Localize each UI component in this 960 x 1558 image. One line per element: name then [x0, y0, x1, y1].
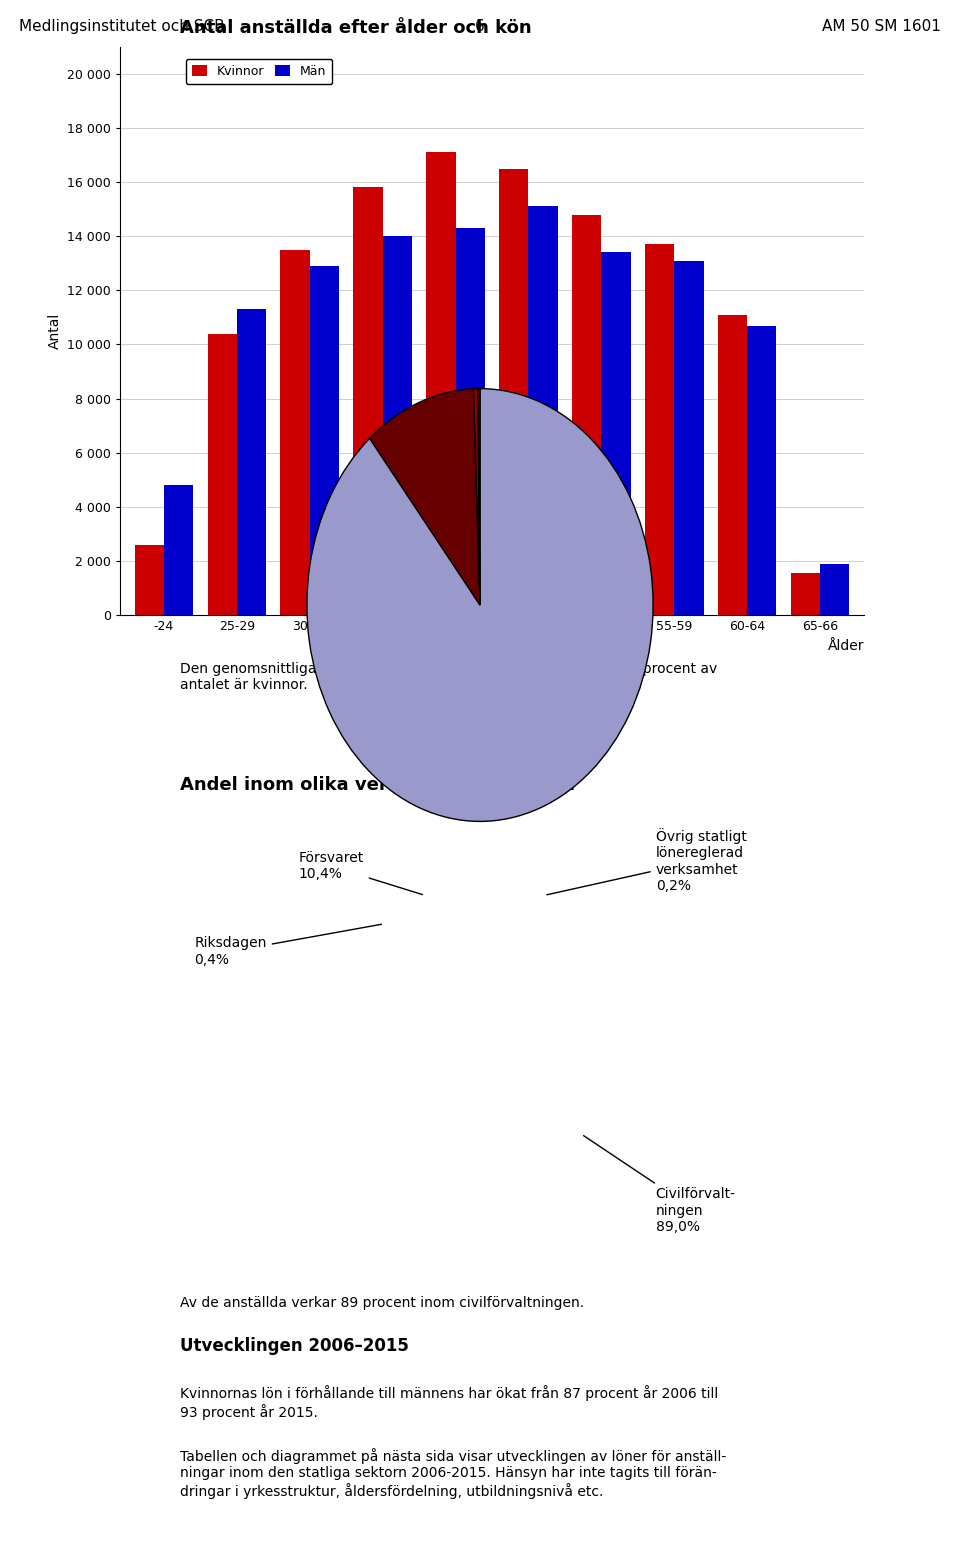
Text: Kvinnornas lön i förhållande till männens har ökat från 87 procent år 2006 till
: Kvinnornas lön i förhållande till männen… [180, 1385, 718, 1419]
Text: Tabellen och diagrammet på nästa sida visar utvecklingen av löner för anställ-
n: Tabellen och diagrammet på nästa sida vi… [180, 1449, 726, 1499]
Bar [383, 237, 412, 615]
Bar [572, 215, 601, 615]
Text: Medlingsinstitutet och SCB: Medlingsinstitutet och SCB [19, 19, 225, 34]
Bar [674, 260, 704, 615]
Y-axis label: Antal: Antal [48, 313, 61, 349]
Bar [528, 206, 558, 615]
Bar [791, 573, 820, 615]
Wedge shape [307, 388, 653, 821]
Bar [718, 315, 747, 615]
Bar [645, 245, 674, 615]
Text: 6: 6 [475, 19, 485, 34]
Text: Utvecklingen 2006–2015: Utvecklingen 2006–2015 [180, 1337, 408, 1355]
Text: Försvaret
10,4%: Försvaret 10,4% [299, 851, 422, 894]
Legend: Kvinnor, Män: Kvinnor, Män [186, 59, 332, 84]
Text: Övrig statligt
lönereglerad
verksamhet
0,2%: Övrig statligt lönereglerad verksamhet 0… [547, 829, 747, 894]
Bar [601, 252, 631, 615]
Bar [237, 310, 266, 615]
Bar [310, 266, 339, 615]
Text: Riksdagen
0,4%: Riksdagen 0,4% [194, 924, 381, 966]
Bar [456, 227, 485, 615]
Text: Andel inom olika verksamhetsområden: Andel inom olika verksamhetsområden [180, 776, 574, 795]
Wedge shape [370, 390, 480, 605]
Wedge shape [478, 388, 480, 605]
Text: Civilförvalt-
ningen
89,0%: Civilförvalt- ningen 89,0% [584, 1136, 735, 1234]
Text: AM 50 SM 1601: AM 50 SM 1601 [822, 19, 941, 34]
Text: Av de anställda verkar 89 procent inom civilförvaltningen.: Av de anställda verkar 89 procent inom c… [180, 1296, 584, 1310]
Bar [207, 333, 237, 615]
Bar [747, 326, 777, 615]
Bar [134, 545, 164, 615]
Bar [499, 168, 528, 615]
Text: Den genomsnittliga åldern var 44 år för både kvinnor män och 51 procent av
antal: Den genomsnittliga åldern var 44 år för … [180, 661, 717, 692]
Bar [353, 187, 383, 615]
Bar [426, 153, 456, 615]
Text: Antal anställda efter ålder och kön: Antal anställda efter ålder och kön [180, 19, 531, 37]
Bar [820, 564, 850, 615]
X-axis label: Ålder: Ålder [828, 639, 864, 653]
Bar [280, 249, 310, 615]
Bar [164, 485, 193, 615]
Wedge shape [473, 388, 480, 605]
